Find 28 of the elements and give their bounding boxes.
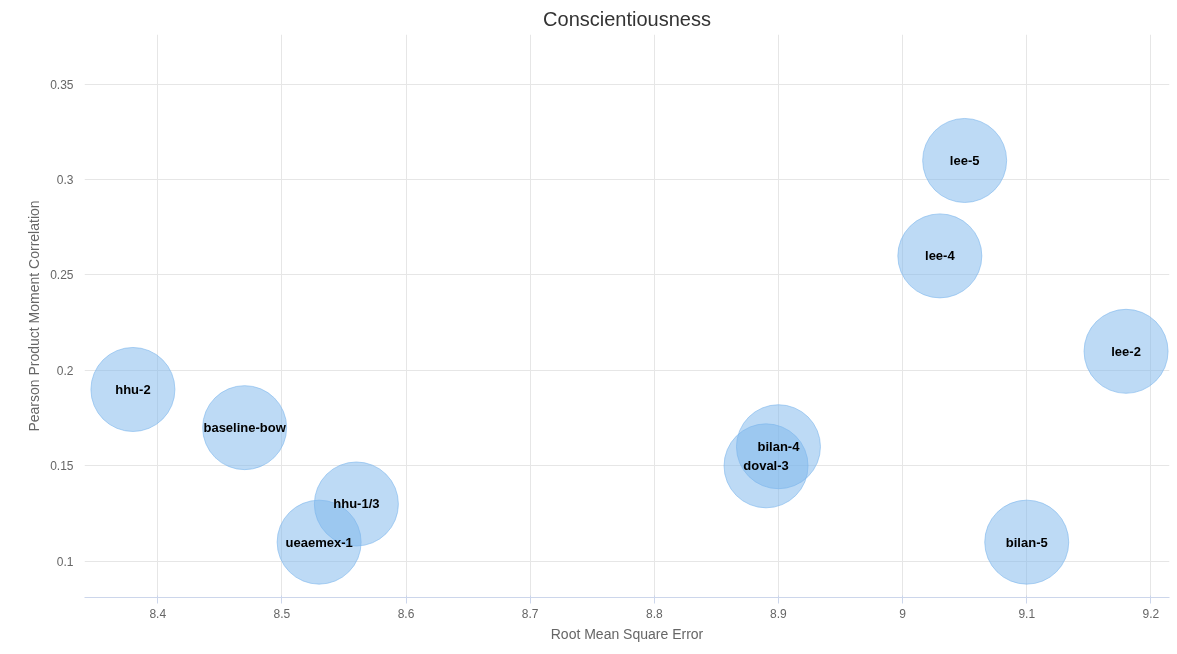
annotation: hhu-1/3 xyxy=(333,496,380,512)
x-axis-title: Root Mean Square Error xyxy=(550,625,704,642)
annotation: ueaemex-1 xyxy=(285,534,353,550)
x-tick-label: 8.8 xyxy=(645,606,663,621)
annotation: doval-3 xyxy=(743,458,789,474)
annotation: bilan-5 xyxy=(1005,534,1048,550)
annotation: lee-4 xyxy=(925,248,956,264)
x-tick-label: 8.4 xyxy=(149,606,167,621)
x-tick-label: 8.5 xyxy=(273,606,291,621)
annotation: hhu-2 xyxy=(115,381,151,397)
annotation: lee-2 xyxy=(1111,343,1141,359)
x-tick-label: 9 xyxy=(899,606,907,621)
y-tick-label: 0.35 xyxy=(50,77,74,92)
annotation: bilan-4 xyxy=(757,439,801,455)
x-tick-label: 8.7 xyxy=(521,606,539,621)
annotation: baseline-bow xyxy=(203,420,287,436)
y-tick-label: 0.1 xyxy=(56,554,74,569)
y-tick-label: 0.2 xyxy=(56,363,74,378)
y-tick-label: 0.3 xyxy=(56,173,74,188)
x-tick-label: 8.6 xyxy=(397,606,415,621)
x-tick-label: 8.9 xyxy=(770,606,788,621)
y-tick-label: 0.25 xyxy=(50,268,74,283)
x-tick-label: 9.2 xyxy=(1142,606,1160,621)
y-axis-title: Pearson Product Moment Correlation xyxy=(26,200,43,432)
y-tick-label: 0.15 xyxy=(50,459,74,474)
chart-title: Conscientiousness xyxy=(543,7,711,30)
x-tick-label: 9.1 xyxy=(1018,606,1036,621)
annotation: lee-5 xyxy=(949,152,980,168)
